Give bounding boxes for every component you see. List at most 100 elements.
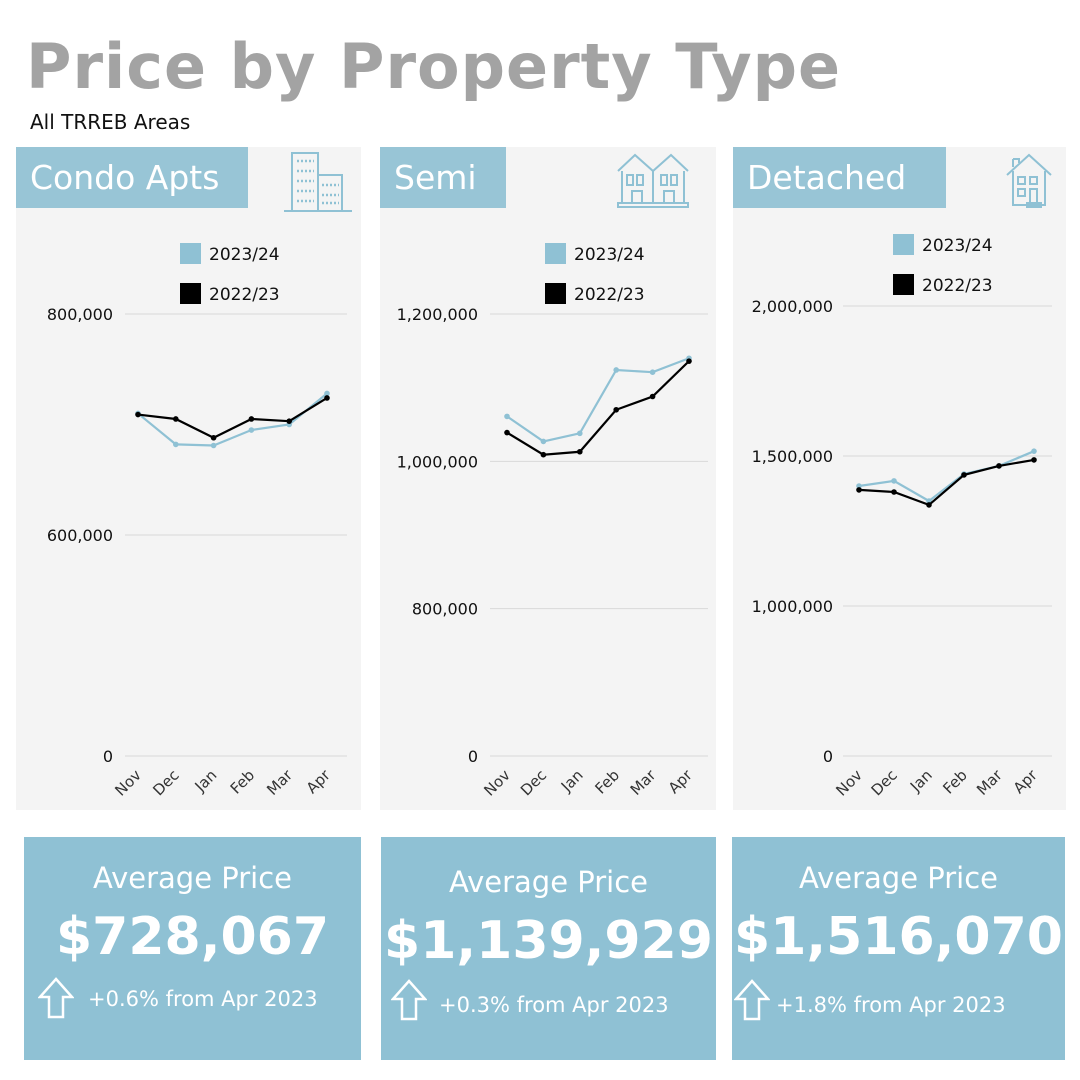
card-label: Average Price [798,861,999,895]
data-point [248,416,255,422]
series-line-2023-24 [506,357,690,443]
page-subtitle: All TRREB Areas [30,110,191,134]
arrow-up-icon [38,977,74,1019]
data-point [324,395,330,401]
y-tick-label: 1,500,000 [752,447,833,466]
data-point [686,358,692,364]
legend-swatch [180,283,201,304]
panel-detached: Detached [733,147,1066,810]
data-point [577,430,583,437]
data-point [173,441,179,448]
data-point [891,478,897,484]
card-label: Average Price [448,865,649,899]
legend-label: 2023/24 [574,245,645,265]
page-title: Price by Property Type [26,30,842,103]
x-tick-label: Dec [149,766,182,799]
data-point [286,418,293,424]
x-tick-label: Feb [592,766,624,798]
y-tick-label: 800,000 [47,305,113,324]
x-tick-label: Nov [480,766,514,800]
x-tick-label: Feb [227,766,259,798]
data-point [540,451,547,458]
panel-title: Detached [733,147,946,208]
x-tick-label: Apr [665,766,697,798]
card-change: +0.6% from Apr 2023 [88,987,318,1011]
x-tick-label: Apr [1010,766,1042,798]
y-tick-label: 0 [468,747,478,766]
arrow-up-icon [391,979,427,1021]
apartment-building-icon [284,152,352,212]
x-tick-label: Nov [111,766,145,800]
arrow-up-icon [734,979,770,1021]
card-value: $728,067 [55,907,330,967]
data-point [856,487,862,493]
data-point [540,438,547,445]
house-icon [1006,153,1052,208]
data-point [1031,457,1037,463]
y-tick-label: 2,000,000 [752,297,833,316]
average-price-card-detached: Average Price $1,516,070 +1.8% from Apr … [732,837,1065,1060]
data-point [173,416,179,422]
data-point [324,390,330,397]
data-point [613,406,619,413]
legend-label: 2023/24 [209,245,280,265]
y-tick-label: 1,000,000 [397,452,478,471]
data-point [891,489,897,495]
x-tick-label: Mar [973,766,1006,799]
data-point [649,369,656,375]
x-tick-label: Mar [627,766,660,799]
y-tick-label: 0 [103,747,113,766]
legend-label: 2022/23 [922,276,993,296]
y-tick-label: 600,000 [47,526,113,545]
series-line-2022-23 [506,360,690,456]
x-tick-label: Mar [263,766,296,799]
data-point [856,483,862,489]
panel-title: Semi [380,147,506,208]
data-point [926,502,932,508]
panel-semi: Semi [380,147,716,810]
series-line-2022-23 [858,458,1035,507]
card-change: +1.8% from Apr 2023 [776,993,1006,1017]
legend-swatch [180,243,201,264]
card-value: $1,516,070 [734,907,1063,967]
y-tick-label: 0 [823,747,833,766]
series-line-2023-24 [858,450,1035,503]
card-change: +0.3% from Apr 2023 [439,993,669,1017]
x-tick-label: Dec [868,766,901,799]
y-tick-label: 1,200,000 [397,305,478,324]
legend-swatch [545,283,566,304]
legend-label: 2022/23 [574,285,645,305]
semi-detached-house-icon [617,153,689,208]
legend-label: 2023/24 [922,236,993,256]
data-point [613,367,619,373]
data-point [210,434,217,441]
data-point [504,429,510,436]
panel-title: Condo Apts [16,147,248,208]
data-point [1031,448,1037,454]
average-price-card-condo: Average Price $728,067 +0.6% from Apr 20… [24,837,361,1060]
x-tick-label: Jan [906,766,936,796]
data-point [961,472,967,478]
series-line-2022-23 [137,397,328,439]
card-value: $1,139,929 [384,911,713,971]
data-point [996,463,1002,469]
legend-swatch [893,234,914,255]
data-point [504,413,510,420]
x-tick-label: Nov [832,766,866,800]
legend-swatch [545,243,566,264]
y-tick-label: 800,000 [412,600,478,619]
average-price-card-semi: Average Price $1,139,929 +0.3% from Apr … [381,837,716,1060]
data-point [577,448,583,455]
x-tick-label: Dec [517,766,550,799]
x-tick-label: Jan [557,766,587,796]
y-tick-label: 1,000,000 [752,597,833,616]
data-point [135,411,141,418]
data-point [248,427,255,433]
x-tick-label: Jan [191,766,221,796]
card-label: Average Price [92,861,293,895]
x-tick-label: Apr [303,766,335,798]
legend-label: 2022/23 [209,285,280,305]
data-point [649,393,656,400]
data-point [210,442,217,449]
